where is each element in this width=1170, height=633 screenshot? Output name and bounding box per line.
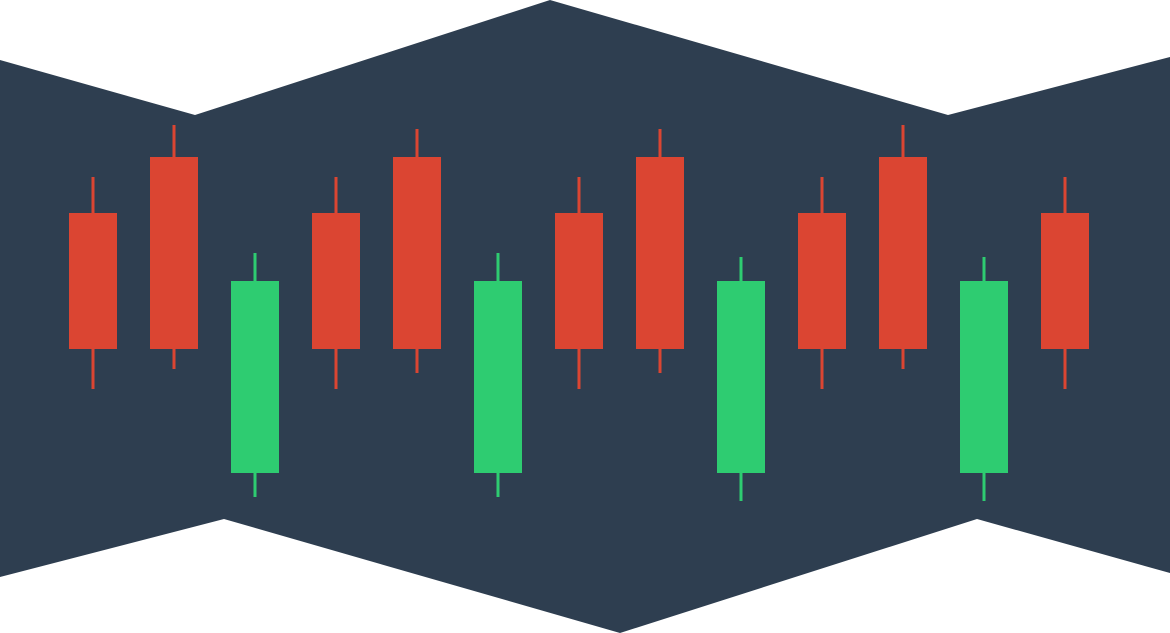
candle-9	[717, 257, 765, 501]
candle-body	[798, 213, 846, 349]
candle-body	[636, 157, 684, 349]
candle-body	[231, 281, 279, 473]
candle-body	[555, 213, 603, 349]
candle-body	[1041, 213, 1089, 349]
candle-13	[1041, 177, 1089, 389]
candle-5	[393, 129, 441, 373]
candle-7	[555, 177, 603, 389]
candle-2	[150, 125, 198, 369]
candle-1	[69, 177, 117, 389]
candle-body	[312, 213, 360, 349]
candle-body	[69, 213, 117, 349]
candle-body	[393, 157, 441, 349]
candle-body	[879, 157, 927, 349]
candle-12	[960, 257, 1008, 501]
candle-6	[474, 253, 522, 497]
candles-group	[69, 125, 1089, 501]
candle-body	[717, 281, 765, 473]
candle-8	[636, 129, 684, 373]
candle-11	[879, 125, 927, 369]
candle-body	[150, 157, 198, 349]
candle-3	[231, 253, 279, 497]
candle-body	[474, 281, 522, 473]
candle-10	[798, 177, 846, 389]
candle-4	[312, 177, 360, 389]
candle-body	[960, 281, 1008, 473]
